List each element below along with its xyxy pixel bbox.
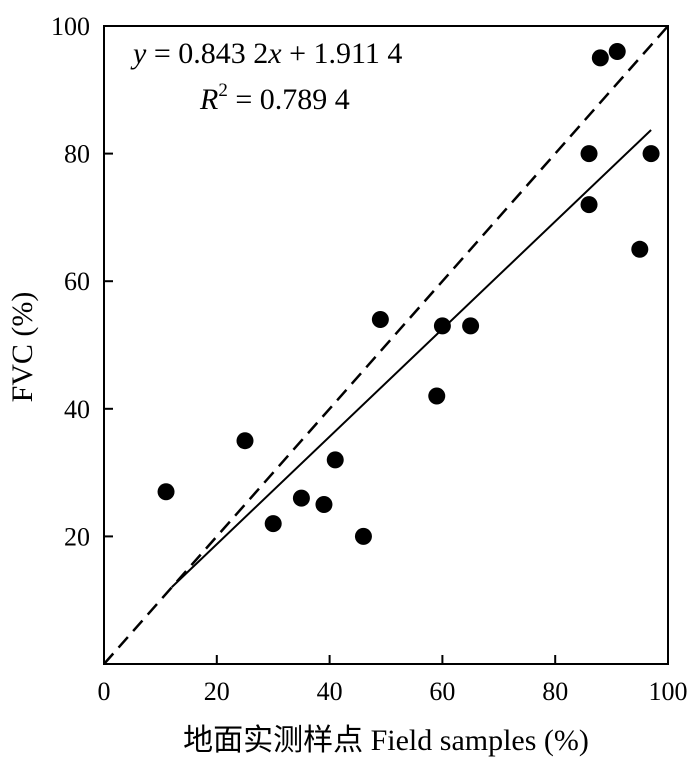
data-point bbox=[236, 432, 254, 450]
y-axis-ticks: 20 40 60 80 100 bbox=[51, 12, 113, 551]
y-tick-label: 80 bbox=[64, 140, 90, 169]
r-var: R bbox=[199, 83, 218, 116]
eq-body: = 0.843 2 bbox=[146, 37, 268, 70]
data-point bbox=[354, 527, 372, 545]
data-points bbox=[157, 43, 660, 545]
data-point bbox=[371, 310, 389, 328]
x-tick-label: 100 bbox=[649, 677, 688, 706]
eq-x-var: x bbox=[267, 37, 282, 70]
one-to-one-reference-line bbox=[103, 25, 669, 665]
regression-fit-line bbox=[170, 129, 652, 588]
x-tick-label: 0 bbox=[98, 677, 111, 706]
r-sup: 2 bbox=[218, 80, 228, 101]
x-tick-label: 60 bbox=[429, 677, 455, 706]
data-point bbox=[642, 145, 660, 163]
data-point bbox=[580, 196, 598, 214]
x-tick-label: 20 bbox=[204, 677, 230, 706]
data-point bbox=[433, 317, 451, 335]
x-tick-label: 40 bbox=[317, 677, 343, 706]
regression-equation: y = 0.843 2x + 1.911 4 bbox=[130, 37, 402, 70]
x-axis-ticks: 0 20 40 60 80 100 bbox=[98, 655, 688, 706]
y-tick-label: 60 bbox=[64, 267, 90, 296]
r-squared-label: R2 = 0.789 4 bbox=[199, 80, 350, 116]
x-axis-title: 地面实测样点 Field samples (%) bbox=[183, 724, 589, 757]
data-point bbox=[292, 489, 310, 507]
data-point bbox=[326, 451, 344, 469]
eq-suffix: + 1.911 4 bbox=[282, 37, 403, 70]
plot-frame bbox=[103, 25, 669, 665]
y-tick-label: 100 bbox=[51, 12, 90, 41]
r-body: = 0.789 4 bbox=[228, 83, 350, 116]
x-tick-label: 80 bbox=[542, 677, 568, 706]
data-point bbox=[631, 240, 649, 258]
data-point bbox=[315, 496, 333, 513]
data-point bbox=[428, 387, 446, 405]
data-point bbox=[580, 145, 598, 163]
data-point bbox=[591, 49, 609, 67]
y-tick-label: 20 bbox=[64, 522, 90, 551]
data-point bbox=[462, 317, 480, 335]
y-tick-label: 40 bbox=[64, 395, 90, 424]
data-point bbox=[608, 43, 626, 61]
data-point bbox=[264, 515, 282, 533]
data-point bbox=[157, 483, 175, 501]
eq-y-var: y bbox=[130, 37, 147, 70]
y-axis-title: FVC (%) bbox=[6, 292, 39, 403]
